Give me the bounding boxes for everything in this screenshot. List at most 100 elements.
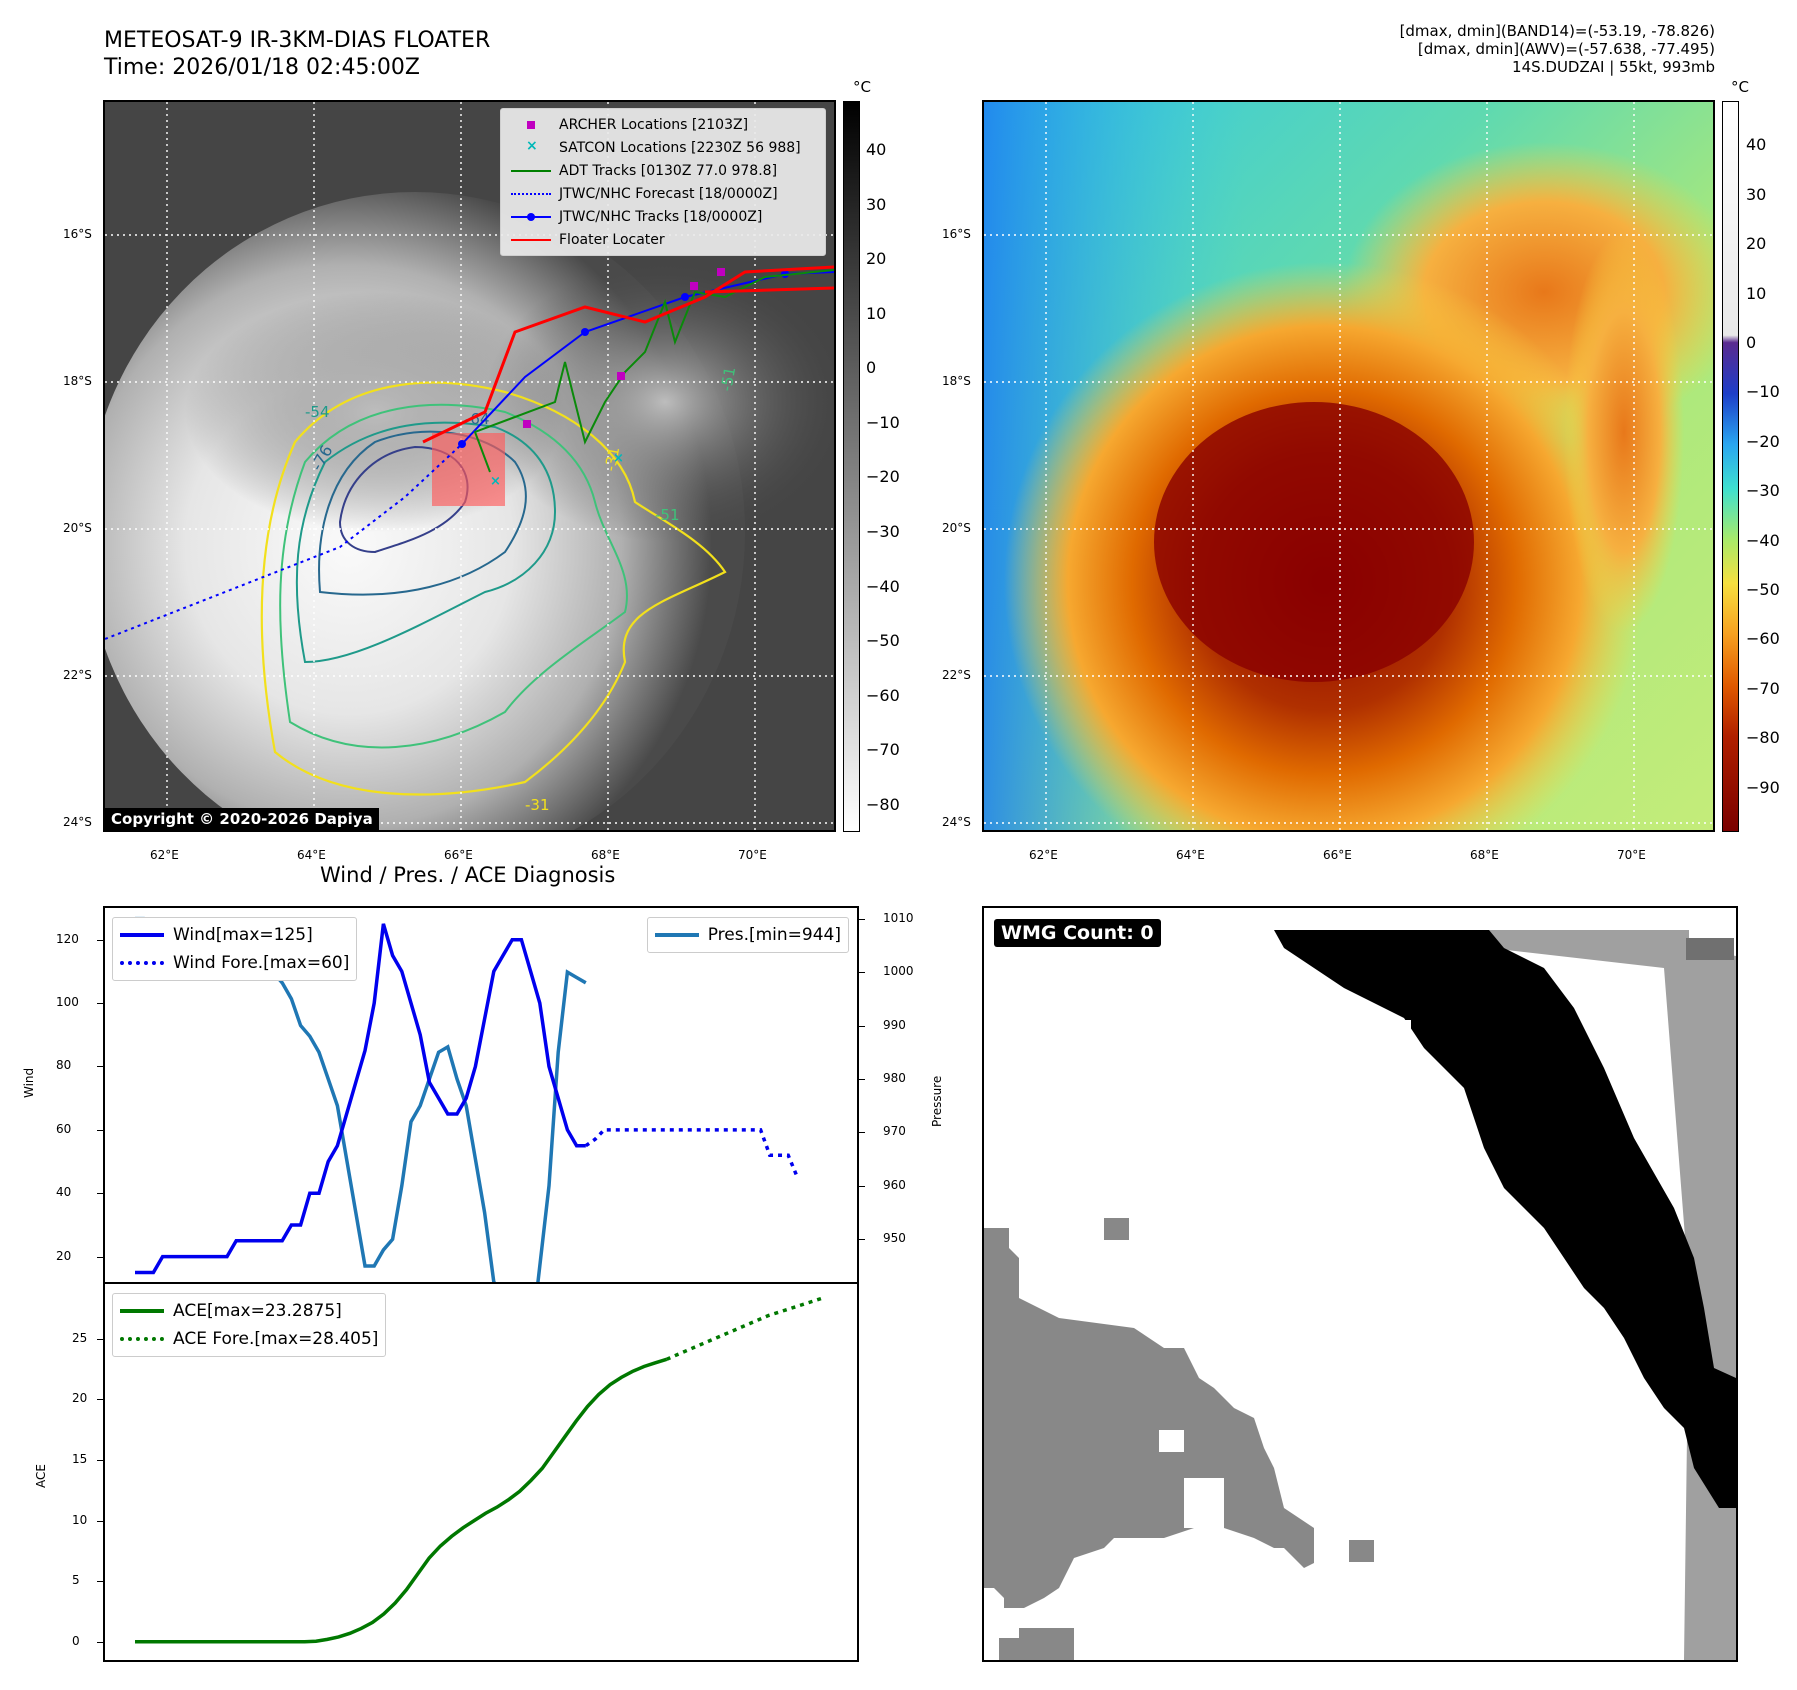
legend-forecast: JTWC/NHC Forecast [18/0000Z]: [509, 182, 817, 205]
wind-tick: 60: [56, 1121, 72, 1136]
awv-colorbar-tick: −80: [1746, 728, 1780, 748]
wmg-white-gap: [1389, 1020, 1411, 1042]
legend-jtwc-tracks: JTWC/NHC Tracks [18/0000Z]: [509, 205, 817, 228]
ace-tick-mark: [97, 1399, 103, 1401]
awv-colorbar-tick: −50: [1746, 579, 1780, 599]
ir-colorbar-tick: 40: [866, 140, 887, 160]
pressure-tick: 950: [883, 1231, 906, 1246]
diagnosis-title: Wind / Pres. / ACE Diagnosis: [320, 863, 616, 887]
ir-colorbar-tick: −40: [866, 576, 900, 596]
wind-line-symbol: [120, 933, 164, 937]
ace-tick-mark: [97, 1581, 103, 1583]
awv-colorbar-unit: °C: [1731, 78, 1749, 96]
wmg-light-gray-region: [1489, 930, 1736, 1660]
wind-forecast-symbol: [120, 961, 164, 965]
legend-ace-forecast: ACE Fore.[max=28.405]: [120, 1325, 378, 1353]
pressure-tick: 1010: [883, 910, 914, 925]
contour-54: [295, 421, 557, 664]
wind-tick-mark: [97, 939, 103, 941]
forecast-track: [105, 443, 463, 640]
floater-box: [432, 433, 505, 506]
ir-colorbar-tick: −20: [866, 467, 900, 487]
legend-archer: ARCHER Locations [2103Z]: [509, 113, 817, 136]
awv-satellite-map[interactable]: [982, 100, 1715, 832]
lat-tick: 16°S: [942, 227, 971, 241]
legend-ace: ACE[max=23.2875]: [120, 1297, 378, 1325]
ace-tick-mark: [97, 1338, 103, 1340]
ace-tick: 5: [72, 1573, 80, 1588]
lat-tick: 24°S: [63, 815, 92, 829]
pressure-tick: 1000: [883, 964, 914, 979]
ir-colorbar-tick: −60: [866, 685, 900, 705]
legend-floater: Floater Locater: [509, 228, 817, 251]
storm-info: [dmax, dmin](BAND14)=(-53.19, -78.826) […: [1400, 22, 1715, 76]
archer-marker: [690, 282, 698, 290]
wind-tick-mark: [97, 1129, 103, 1131]
lon-tick: 64°E: [297, 848, 326, 862]
north-cloud: [185, 292, 565, 532]
wmg-count-badge: WMG Count: 0: [994, 919, 1161, 947]
awv-colorbar-tick: −60: [1746, 629, 1780, 649]
contour-label-51: -51: [655, 506, 680, 524]
jtwc-symbol: [509, 210, 553, 224]
wind-tick-mark: [97, 1066, 103, 1068]
ace-tick: 25: [72, 1330, 88, 1345]
pressure-tick-mark: [859, 972, 865, 974]
awv-colorbar: [1722, 101, 1739, 832]
contour-31: [260, 381, 727, 796]
pressure-tick-mark: [859, 1132, 865, 1134]
ir-satellite-map[interactable]: -76 -64 -54 -51 -31 -51 -31 × × ARCHE: [103, 100, 836, 832]
awv-colorbar-tick: 0: [1746, 333, 1757, 353]
ir-colorbar-unit: °C: [853, 78, 871, 96]
ace-plot: [135, 1295, 826, 1644]
awv-colorbar-tick: −70: [1746, 678, 1780, 698]
ace-panel: ACE[max=23.2875] ACE Fore.[max=28.405]: [103, 1282, 859, 1662]
ace-tick: 10: [72, 1512, 88, 1527]
lat-tick: 20°S: [942, 521, 971, 535]
awv-colorbar-tick: −10: [1746, 382, 1780, 402]
lat-tick: 18°S: [63, 374, 92, 388]
forecast-symbol: [509, 187, 553, 201]
lon-tick: 68°E: [1470, 848, 1499, 862]
storm-status: 14S.DUDZAI | 55kt, 993mb: [1512, 58, 1715, 76]
wind-tick-mark: [97, 1193, 103, 1195]
awv-colorbar-tick: −40: [1746, 530, 1780, 550]
pressure-tick-mark: [859, 1185, 865, 1187]
ace-forecast-symbol: [120, 1337, 164, 1341]
contour-label-31b: -31: [601, 445, 623, 472]
ace-legend: ACE[max=23.2875] ACE Fore.[max=28.405]: [112, 1293, 387, 1357]
wind-tick-mark: [97, 1003, 103, 1005]
lon-tick: 68°E: [591, 848, 620, 862]
ir-colorbar-tick: 30: [866, 194, 887, 214]
archer-marker: [617, 372, 625, 380]
wind-tick-mark: [97, 1256, 103, 1258]
wind-tick: 80: [56, 1058, 72, 1073]
lat-tick: 24°S: [942, 815, 971, 829]
awv-colorbar-tick: 20: [1746, 234, 1767, 254]
satcon-symbol: ×: [526, 137, 538, 154]
wmg-white-gap: [1184, 1478, 1224, 1528]
lat-tick: 22°S: [63, 668, 92, 682]
wind-legend: Wind[max=125] Wind Fore.[max=60]: [112, 917, 358, 981]
awv-colorbar-tick: −20: [1746, 431, 1780, 451]
wind-series-line: [135, 923, 586, 1275]
outer-band-cloud: [485, 262, 834, 542]
ace-tick-mark: [97, 1520, 103, 1522]
lat-tick: 22°S: [942, 668, 971, 682]
title-time: Time: 2026/01/18 02:45:00Z: [104, 55, 420, 80]
ace-tick-mark: [97, 1459, 103, 1461]
wmg-gray-region-west: [984, 1228, 1314, 1608]
contour-51: [279, 403, 628, 749]
satcon-marker: ×: [490, 474, 501, 489]
wmg-gray-patch: [1104, 1218, 1129, 1240]
wmg-gray-region-south: [999, 1628, 1074, 1660]
wmg-plot: [984, 908, 1736, 1660]
wind-tick: 100: [56, 995, 79, 1010]
awv-east-band: [1564, 232, 1684, 632]
jtwc-track-points: [458, 270, 789, 448]
contour-64: [318, 430, 527, 596]
lat-tick: 18°S: [942, 374, 971, 388]
ir-colorbar-tick: 20: [866, 249, 887, 269]
adt-symbol: [509, 164, 553, 178]
ace-line-symbol: [120, 1309, 164, 1313]
